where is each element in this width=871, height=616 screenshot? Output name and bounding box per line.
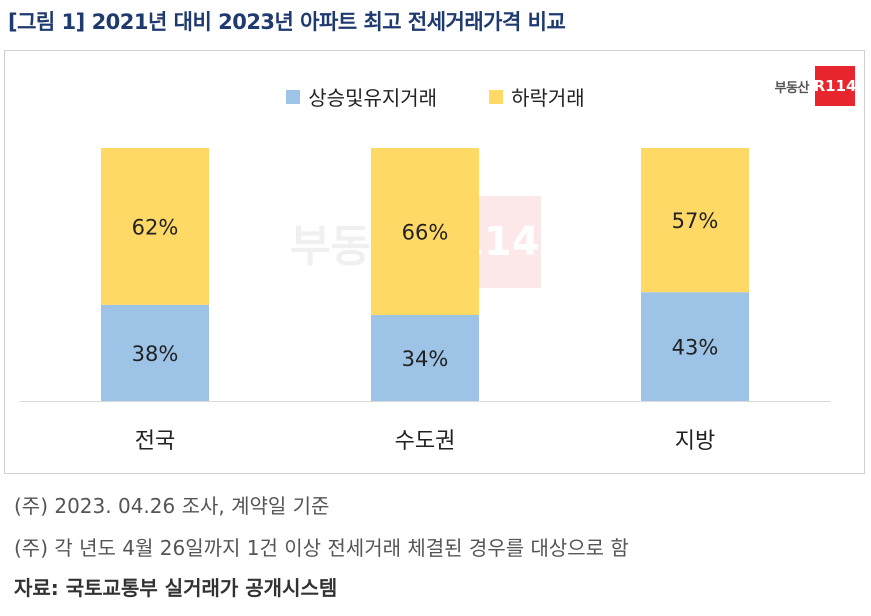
bar-fall-2 bbox=[641, 148, 749, 293]
data-label-rise-1: 34% bbox=[402, 347, 449, 371]
chart-title: [그림 1] 2021년 대비 2023년 아파트 최고 전세거래가격 비교 bbox=[8, 10, 566, 34]
legend: 상승및유지거래 하락거래 bbox=[0, 82, 871, 111]
data-label-fall-0: 62% bbox=[132, 215, 179, 239]
category-label-2: 지방 bbox=[675, 429, 715, 454]
legend-label-rise: 상승및유지거래 bbox=[308, 86, 438, 110]
data-label-rise-0: 38% bbox=[132, 342, 179, 366]
legend-item-rise: 상승및유지거래 bbox=[286, 82, 437, 111]
legend-swatch-rise bbox=[286, 89, 301, 104]
data-label-rise-2: 43% bbox=[672, 336, 719, 360]
legend-label-fall: 하락거래 bbox=[511, 86, 585, 110]
note-criteria: (주) 각 년도 4월 26일까지 1건 이상 전세거래 체결된 경우를 대상으… bbox=[14, 536, 629, 560]
legend-item-fall: 하락거래 bbox=[489, 82, 585, 111]
bar-rise-0 bbox=[101, 304, 209, 401]
logo-text: 부동산 bbox=[774, 80, 810, 96]
legend-swatch-fall bbox=[489, 89, 504, 104]
bar-rise-2 bbox=[641, 292, 749, 401]
logo-box: R114 bbox=[814, 66, 856, 106]
source-text: 자료: 국토교통부 실거래가 공개시스템 bbox=[14, 576, 338, 600]
category-label-1: 수도권 bbox=[395, 429, 456, 454]
bar-rise-1 bbox=[371, 314, 479, 401]
brand-logo: 부동산 R114 bbox=[774, 66, 856, 106]
data-label-fall-1: 66% bbox=[402, 220, 449, 244]
bar-fall-0 bbox=[101, 148, 209, 305]
bar-fall-1 bbox=[371, 148, 479, 315]
note-survey-date: (주) 2023. 04.26 조사, 계약일 기준 bbox=[14, 494, 330, 518]
category-label-0: 전국 bbox=[135, 429, 175, 454]
data-label-fall-2: 57% bbox=[672, 209, 719, 233]
